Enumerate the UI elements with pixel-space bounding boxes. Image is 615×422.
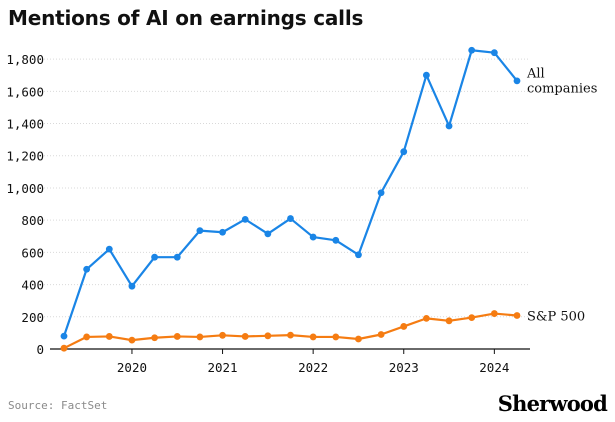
- sp500-point: [377, 331, 385, 338]
- sp500-point: [423, 315, 430, 322]
- sp500-point: [241, 333, 249, 340]
- sp500-point: [287, 331, 294, 339]
- y-tick-label: 1,400: [6, 117, 44, 132]
- y-tick-label: 200: [21, 310, 44, 325]
- all-companies-point: [196, 227, 204, 235]
- sp500-point: [219, 331, 226, 339]
- sherwood-logo: Sherwood: [497, 391, 608, 416]
- y-tick-label: 400: [21, 278, 44, 293]
- series-labels: All companies S&P 500: [526, 66, 597, 324]
- all-companies-point: [128, 282, 136, 290]
- x-axis: 2020 2021 2022 2023 2024: [50, 348, 530, 375]
- sp500-point: [400, 323, 408, 330]
- series-label-line: companies: [527, 81, 597, 96]
- y-tick-label: 0: [36, 342, 44, 357]
- all-companies-point: [468, 46, 476, 54]
- series-label-line: S&P 500: [527, 310, 585, 325]
- sp500-label: S&P 500: [527, 310, 585, 325]
- all-companies-point: [264, 230, 272, 238]
- all-companies-point: [445, 122, 453, 130]
- sp500-point: [332, 333, 340, 341]
- sp500-point: [83, 333, 91, 341]
- sp500-point: [468, 314, 476, 321]
- sp500-point: [264, 332, 272, 340]
- sp500-point: [445, 317, 453, 325]
- all-companies-point: [105, 245, 113, 253]
- all-companies-point: [309, 233, 317, 241]
- sp500-point: [151, 334, 159, 342]
- all-companies-point: [400, 148, 408, 156]
- all-companies-point: [423, 71, 430, 79]
- all-companies-point: [219, 228, 226, 236]
- y-tick-label: 1,600: [6, 84, 44, 99]
- y-tick-label: 1,800: [6, 52, 44, 67]
- x-tick-label: 2020: [117, 360, 147, 375]
- sp500-point: [60, 344, 68, 352]
- y-tick-label: 1,200: [6, 149, 44, 164]
- x-tick-label: 2023: [389, 360, 419, 375]
- all-companies-point: [60, 332, 68, 340]
- all-companies-point: [513, 77, 521, 85]
- series-label-line: All: [526, 66, 545, 81]
- chart-title: Mentions of AI on earnings calls: [8, 6, 364, 30]
- sp500-point: [490, 310, 498, 317]
- series: [60, 46, 521, 352]
- sp500-point: [355, 335, 362, 343]
- x-tick-label: 2022: [298, 360, 328, 375]
- all-companies-label: All companies: [526, 66, 597, 96]
- source-note: Source: FactSet: [8, 399, 108, 412]
- sp500-point: [173, 333, 181, 340]
- all-companies-point: [332, 236, 340, 244]
- y-axis-tick-labels: 0 200 400 600 800 1,000 1,200 1,400 1,600 1,800: [6, 52, 44, 357]
- y-tick-label: 600: [21, 245, 44, 260]
- sp500-point: [128, 336, 136, 344]
- sp500-point: [196, 333, 204, 341]
- all-companies-point: [287, 215, 294, 222]
- all-companies-point: [241, 215, 249, 223]
- x-tick-label: 2021: [207, 360, 237, 375]
- y-tick-label: 800: [21, 213, 44, 228]
- all-companies-point: [355, 251, 362, 259]
- sp500-point: [105, 333, 113, 340]
- all-companies-point: [490, 49, 498, 57]
- y-tick-label: 1,000: [6, 181, 44, 196]
- all-companies-line: [62, 49, 518, 337]
- all-companies-point: [83, 265, 91, 273]
- x-tick-label: 2024: [479, 360, 509, 375]
- all-companies-point: [377, 189, 385, 197]
- sp500-point: [513, 312, 521, 319]
- sp500-point: [309, 333, 317, 341]
- all-companies-point: [173, 253, 181, 261]
- all-companies-point: [151, 253, 159, 261]
